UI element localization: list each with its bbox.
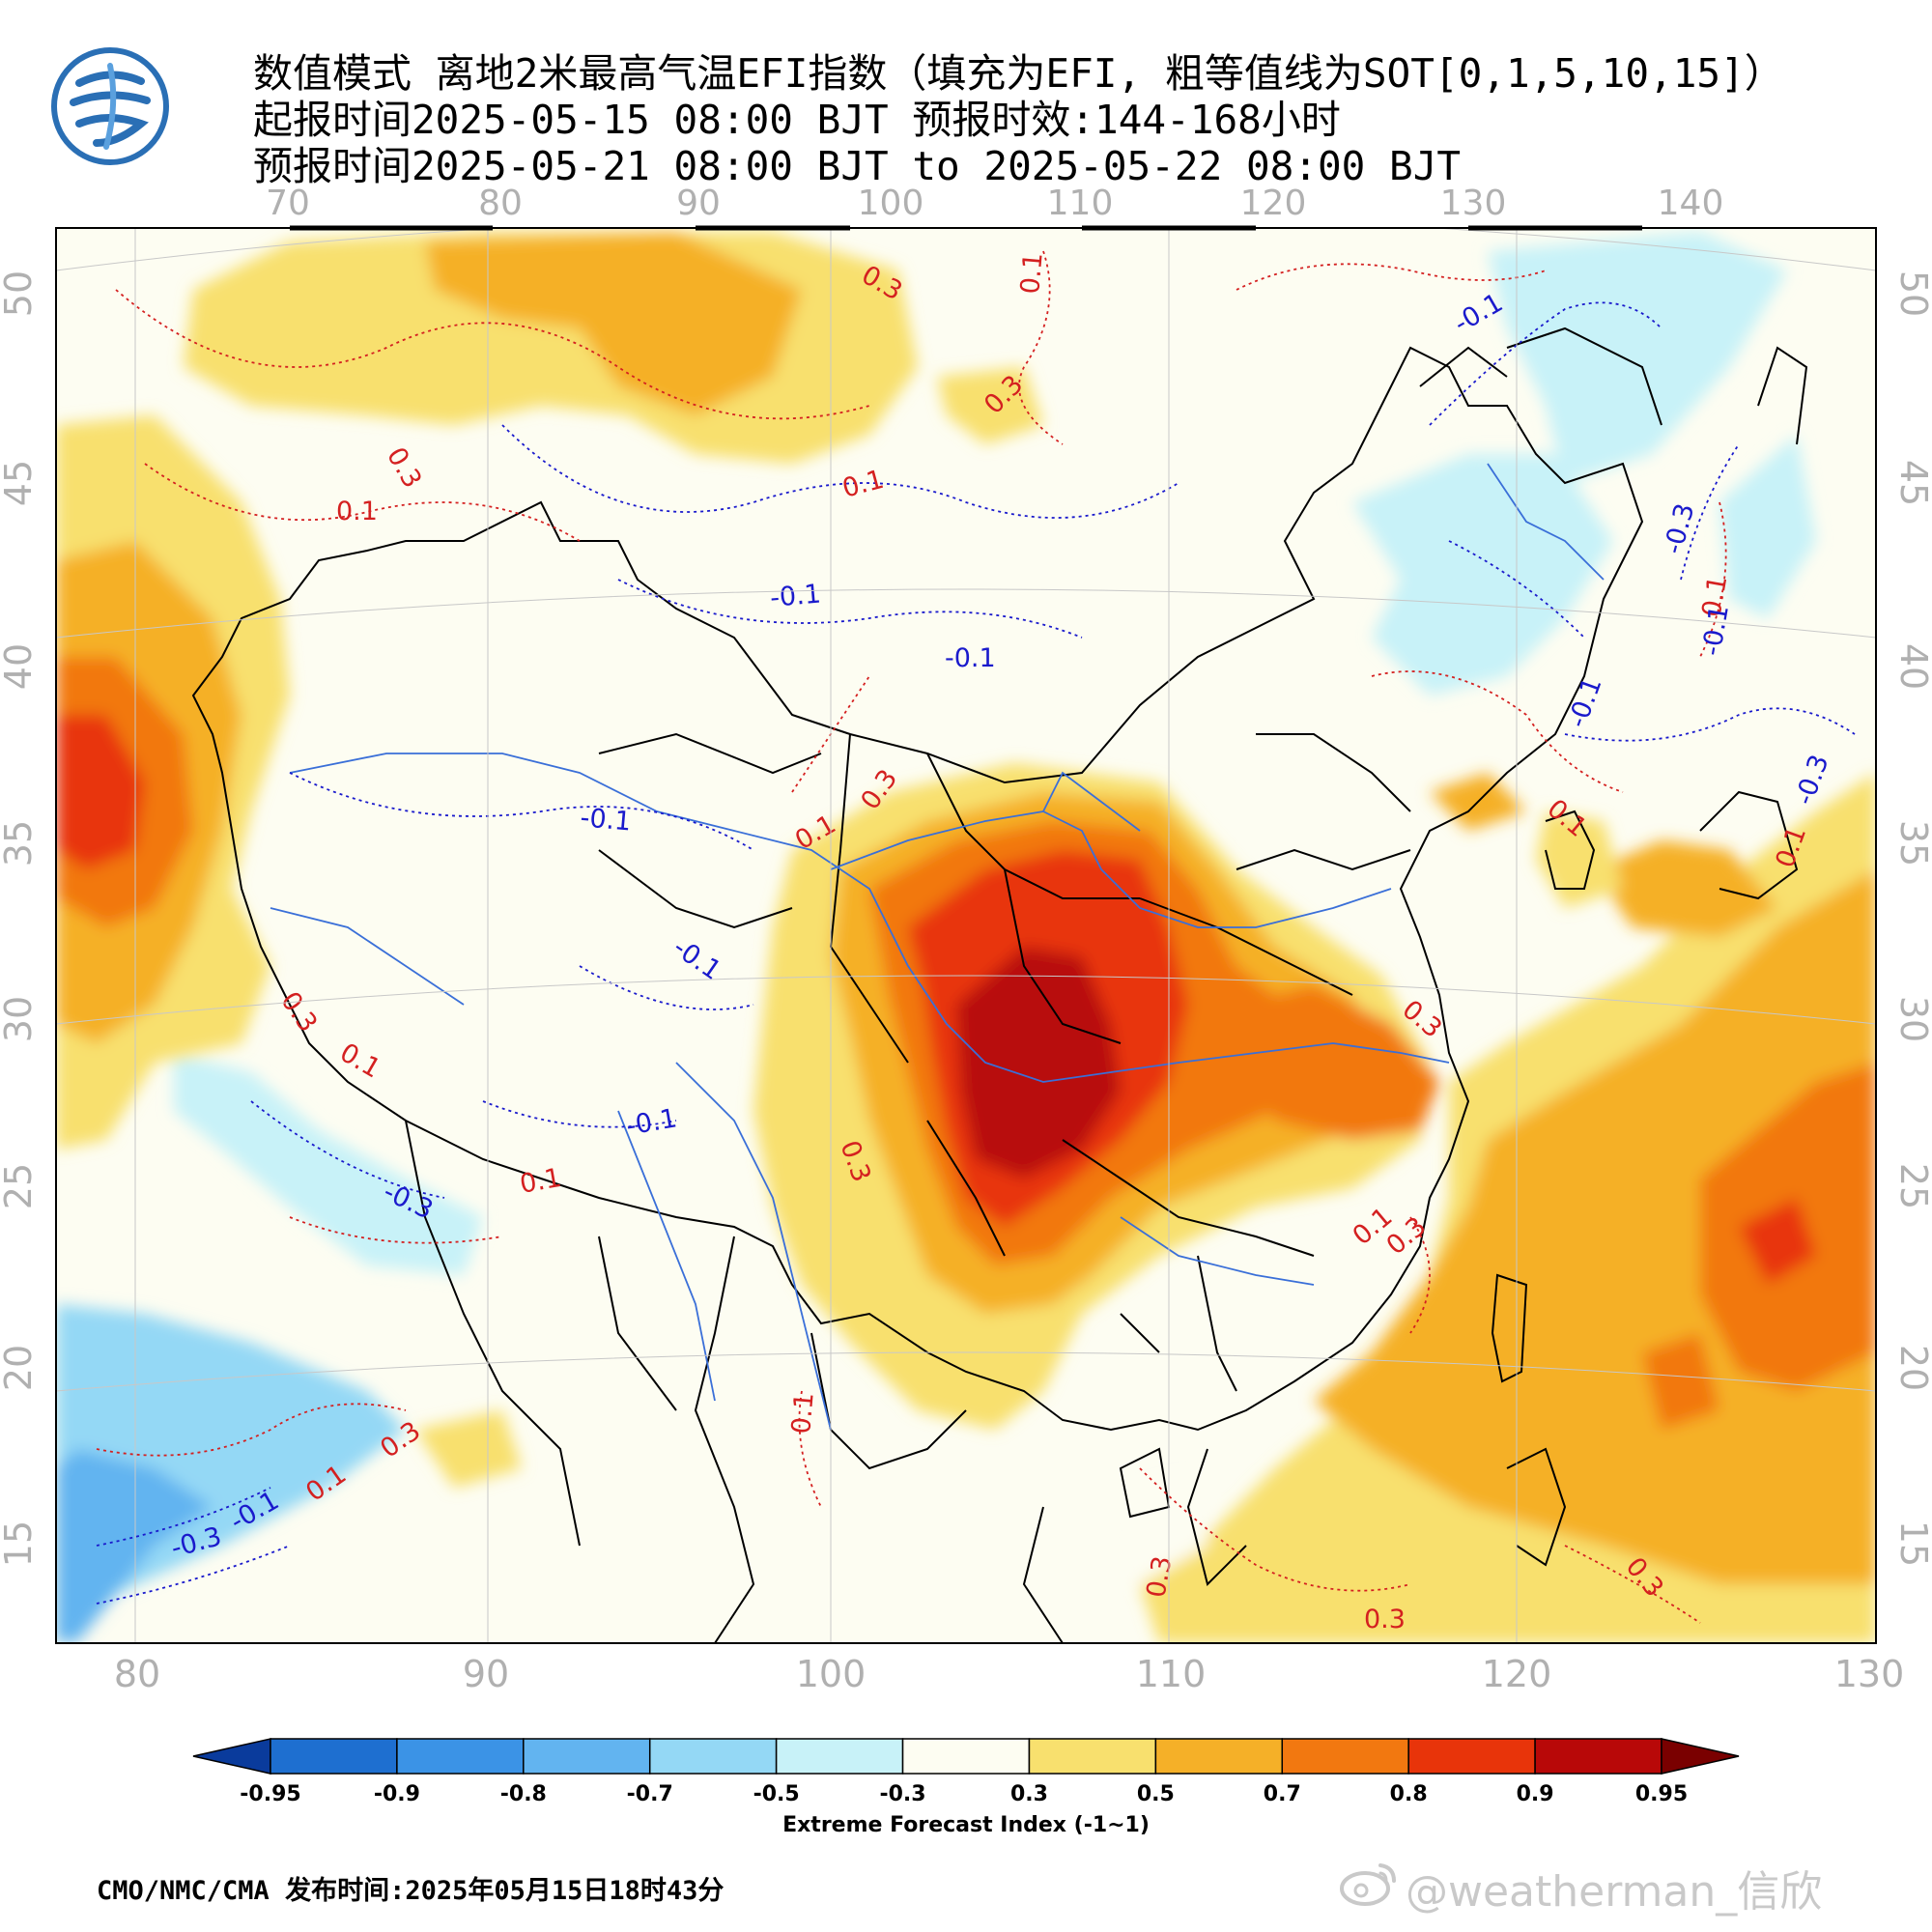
colorbar-segment bbox=[1154, 1738, 1284, 1775]
colorbar-tick-label: -0.3 bbox=[879, 1782, 926, 1806]
rivers bbox=[270, 463, 1605, 1431]
contour-label: 0.3 bbox=[1364, 1605, 1406, 1634]
colorbar-tick-label: 0.95 bbox=[1634, 1782, 1689, 1806]
colorbar-segment bbox=[648, 1738, 778, 1775]
init-time: 起报时间2025-05-15 08:00 BJT 预报时效:144-168小时 bbox=[253, 97, 1341, 143]
lon-label: 120 bbox=[1482, 1653, 1552, 1695]
contour-label: 0.3 bbox=[1141, 1554, 1178, 1601]
right-lat-labels: 50 45 40 35 30 25 20 15 bbox=[1892, 270, 1932, 1567]
colorbar-segment bbox=[1534, 1738, 1662, 1775]
colorbar-tick-label: 0.9 bbox=[1516, 1782, 1554, 1806]
colorbar-segment bbox=[1028, 1738, 1157, 1775]
colorbar-segment bbox=[901, 1738, 1031, 1775]
lon-label: 70 bbox=[266, 184, 310, 223]
lat-label: 30 bbox=[1892, 996, 1932, 1042]
lon-label: 110 bbox=[1047, 184, 1114, 223]
lat-label: 25 bbox=[0, 1163, 40, 1209]
bottom-lon-labels: 80 90 100 110 120 130 bbox=[114, 1653, 1904, 1695]
contour-label: 0.1 bbox=[336, 497, 378, 526]
map-title: 数值模式 离地2米最高气温EFI指数（填充为EFI, 粗等值线为SOT[0,1,… bbox=[253, 50, 1784, 97]
lon-label: 140 bbox=[1658, 184, 1724, 223]
lon-label: 100 bbox=[796, 1653, 867, 1695]
positive-efi-regions bbox=[56, 232, 1876, 1643]
contour-label: -0.1 bbox=[769, 579, 822, 612]
lat-label: 35 bbox=[0, 820, 40, 867]
efi-contours bbox=[96, 250, 1856, 1624]
valid-time: 预报时间2025-05-21 08:00 BJT to 2025-05-22 0… bbox=[253, 143, 1462, 189]
lon-label: 130 bbox=[1440, 184, 1507, 223]
lat-label: 40 bbox=[0, 643, 40, 690]
lat-label: 40 bbox=[1892, 643, 1932, 690]
lat-label: 30 bbox=[0, 996, 40, 1042]
colorbar-tick-label: -0.5 bbox=[753, 1782, 800, 1806]
lat-label: 50 bbox=[0, 270, 40, 317]
left-lat-labels: 50 45 40 35 30 25 20 15 bbox=[0, 270, 40, 1567]
colorbar-segment bbox=[523, 1738, 651, 1775]
lat-label: 20 bbox=[1892, 1345, 1932, 1391]
colorbar-segment bbox=[396, 1738, 525, 1775]
lat-label: 35 bbox=[1892, 820, 1932, 867]
colorbar-min-arrow bbox=[192, 1738, 271, 1775]
colorbar-tick-label: -0.8 bbox=[499, 1782, 547, 1806]
weibo-icon bbox=[1340, 1863, 1396, 1906]
lon-label: 80 bbox=[478, 184, 523, 223]
lon-label: 80 bbox=[114, 1653, 160, 1695]
lon-label: 110 bbox=[1136, 1653, 1207, 1695]
contour-label: 0.1 bbox=[786, 1391, 820, 1435]
colorbar bbox=[192, 1738, 1740, 1775]
lat-label: 50 bbox=[1892, 270, 1932, 317]
contour-label: -0.1 bbox=[579, 803, 632, 837]
colorbar-tick-label: 0.3 bbox=[1009, 1782, 1048, 1806]
colorbar-tick-label: -0.95 bbox=[240, 1782, 301, 1806]
lon-label: 120 bbox=[1240, 184, 1307, 223]
lon-label: 130 bbox=[1834, 1653, 1905, 1695]
lon-label: 100 bbox=[858, 184, 924, 223]
colorbar-max-arrow bbox=[1661, 1738, 1740, 1775]
colorbar-tick-label: 0.8 bbox=[1389, 1782, 1428, 1806]
colorbar-tick-label: -0.9 bbox=[373, 1782, 420, 1806]
lat-label: 45 bbox=[0, 460, 40, 506]
issuer-footer: CMO/NMC/CMA 发布时间:2025年05月15日18时43分 bbox=[97, 1876, 724, 1906]
lat-label: 15 bbox=[0, 1520, 40, 1567]
lat-label: 15 bbox=[1892, 1520, 1932, 1567]
colorbar-segment bbox=[1407, 1738, 1536, 1775]
graticule bbox=[56, 228, 1876, 1643]
colorbar-tick-label: 0.7 bbox=[1263, 1782, 1301, 1806]
colorbar-segment bbox=[270, 1738, 398, 1775]
lat-label: 20 bbox=[0, 1345, 40, 1391]
top-lon-labels: 70 80 90 100 110 120 130 140 bbox=[266, 184, 1723, 223]
contour-label: 0.1 bbox=[518, 1163, 564, 1200]
lat-label: 25 bbox=[1892, 1163, 1932, 1209]
contour-label: 0.1 bbox=[1015, 251, 1049, 295]
cma-logo-icon bbox=[51, 47, 169, 165]
map-frame bbox=[55, 227, 1877, 1644]
lat-label: 45 bbox=[1892, 460, 1932, 506]
lon-label: 90 bbox=[463, 1653, 509, 1695]
colorbar-tick-label: 0.5 bbox=[1136, 1782, 1175, 1806]
watermark: @weatherman_信欣 bbox=[1406, 1867, 1823, 1917]
colorbar-title: Extreme Forecast Index (-1~1) bbox=[782, 1813, 1150, 1837]
colorbar-tick-label: -0.7 bbox=[626, 1782, 673, 1806]
contour-label: -0.1 bbox=[945, 643, 996, 673]
lon-label: 90 bbox=[676, 184, 721, 223]
colorbar-segment bbox=[775, 1738, 904, 1775]
colorbar-segment bbox=[1281, 1738, 1409, 1775]
contour-label: 0.1 bbox=[1696, 574, 1733, 620]
